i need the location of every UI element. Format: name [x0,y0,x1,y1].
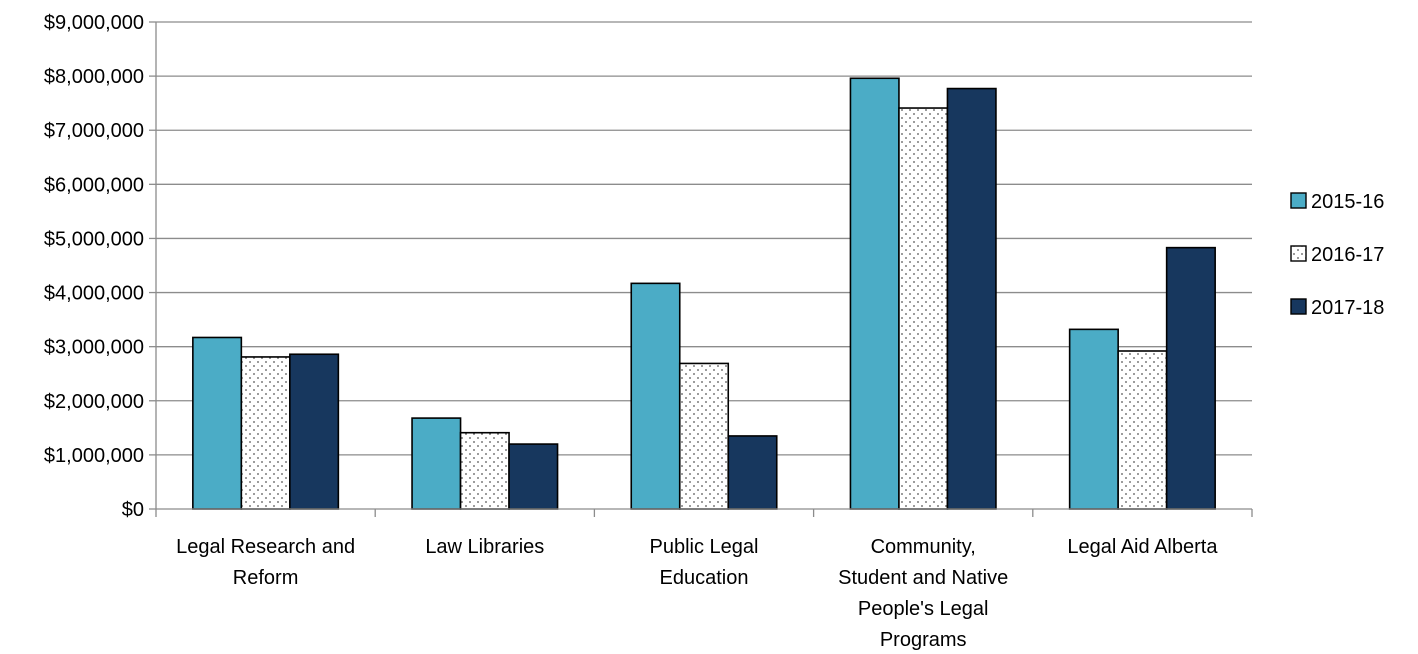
bars [192,77,1216,510]
bar-2017-18 [727,435,778,510]
bar-2017-18 [289,353,340,510]
category-label: Public Legal [650,536,759,558]
y-tick-label: $7,000,000 [44,120,144,142]
bar-2016-17 [678,362,730,510]
bar-2017-18 [946,87,997,510]
bar-2015-16 [849,77,900,510]
bar-2015-16 [1068,328,1119,510]
category-labels: Legal Research and Reform Law Libraries Pub… [176,536,1218,651]
legend-label: 2015-16 [1311,191,1384,213]
bar-2016-17 [898,107,949,510]
axes [149,21,1253,517]
bar-2016-17 [1117,350,1168,510]
y-tick-label: $0 [122,499,144,521]
legend-label: 2017-18 [1311,297,1384,319]
bar-2016-17 [459,431,510,510]
bar-2015-16 [630,282,681,510]
y-tick-label: $6,000,000 [44,174,144,196]
bar-2017-18 [508,443,559,510]
category-label: Education [660,567,749,589]
y-tick-label: $3,000,000 [44,337,144,359]
y-tick-label: $8,000,000 [44,66,144,88]
legend-swatch [1290,298,1307,315]
legend: 2015-16 2016-17 2017-18 [1290,191,1384,319]
y-tick-label: $5,000,000 [44,228,144,250]
bar-2016-17 [240,356,291,510]
y-tick-label: $4,000,000 [44,283,144,305]
y-tick-label: $2,000,000 [44,391,144,413]
category-label: Programs [880,629,967,651]
category-label: People's Legal [858,598,989,620]
bar-2017-18 [1165,246,1216,510]
category-label: Law Libraries [425,536,544,558]
category-label: Legal Research and [176,536,355,558]
category-label: Legal Aid Alberta [1067,536,1218,558]
legend-swatch [1290,245,1307,262]
bar-2015-16 [411,417,462,510]
category-label: Student and Native [838,567,1008,589]
bar-2015-16 [192,336,243,510]
y-tick-label: $1,000,000 [44,445,144,467]
y-tick-label: $9,000,000 [44,12,144,34]
legend-swatch [1290,192,1307,209]
y-tick-labels: $0 $1,000,000 $2,000,000 $3,000,000 $4,000,0… [44,12,144,521]
category-label: Community, [871,536,976,558]
legend-label: 2016-17 [1311,244,1384,266]
category-label: Reform [233,567,299,589]
